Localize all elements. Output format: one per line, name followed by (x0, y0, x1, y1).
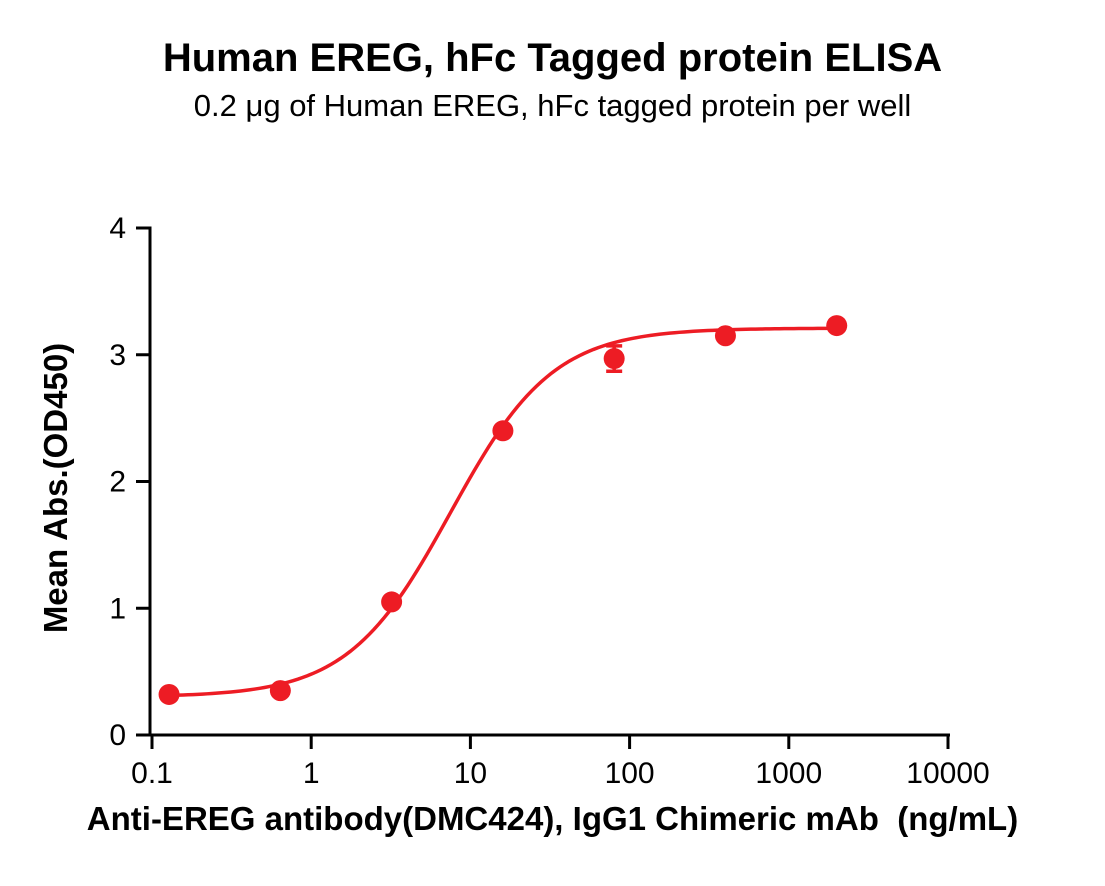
x-tick-label: 10000 (906, 757, 989, 790)
x-tick-label: 100 (605, 757, 655, 790)
data-point (492, 420, 514, 442)
data-point (603, 348, 625, 370)
chart-title: Human EREG, hFc Tagged protein ELISA (162, 36, 943, 80)
x-tick-label: 1 (303, 757, 320, 790)
x-tick-label: 0.1 (131, 757, 173, 790)
fit-curve (169, 326, 837, 698)
x-axis-title: Anti-EREG antibody(DMC424), IgG1 Chimeri… (86, 800, 1019, 837)
y-tick-label: 1 (109, 592, 126, 625)
x-tick-label: 10 (454, 757, 487, 790)
chart-subtitle: 0.2 μg of Human EREG, hFc tagged protein… (193, 88, 912, 123)
y-tick-label: 4 (109, 212, 126, 245)
y-tick-label: 3 (109, 339, 126, 372)
y-axis-title: Mean Abs.(OD450) (37, 342, 74, 634)
x-tick-label: 1000 (755, 757, 822, 790)
data-point (381, 591, 403, 613)
data-point (826, 315, 848, 337)
data-point (714, 325, 736, 347)
data-point (269, 680, 291, 702)
y-tick-label: 0 (109, 719, 126, 752)
data-point (158, 683, 180, 705)
y-tick-label: 2 (109, 466, 126, 499)
